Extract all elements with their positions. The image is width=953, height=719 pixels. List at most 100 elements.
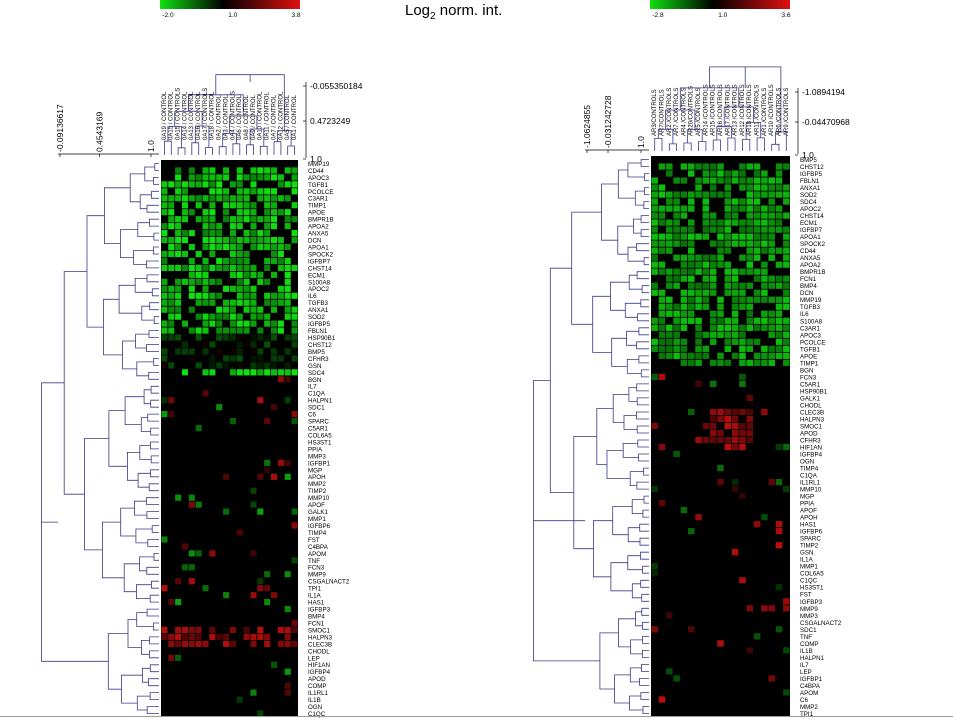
heatmap-cell	[680, 261, 688, 268]
gene-label: APOM	[800, 690, 818, 697]
dendrogram-branch	[642, 509, 649, 518]
heatmap-cell	[717, 303, 724, 310]
heatmap-cell	[658, 324, 666, 331]
heatmap-cell	[783, 296, 790, 303]
heatmap-cell	[223, 362, 230, 369]
dendrogram-branch	[153, 358, 159, 366]
heatmap-cell	[188, 292, 195, 299]
heatmap-cell	[651, 570, 658, 577]
gene-label: APOD	[308, 676, 326, 683]
heatmap-cell	[768, 478, 775, 486]
heatmap-cell	[731, 289, 739, 296]
heatmap-cell	[658, 219, 666, 226]
heatmap-cell	[277, 285, 284, 292]
heatmap-cell	[250, 174, 257, 181]
heatmap-cell	[257, 397, 264, 404]
heatmap-cell	[775, 626, 783, 633]
col-tree-scale-label: -0.04470968	[802, 117, 850, 127]
gene-label: SPARC	[308, 419, 329, 426]
heatmap-cell	[658, 345, 666, 352]
heatmap-cell	[250, 223, 257, 230]
heatmap-cell	[229, 418, 236, 425]
heatmap-cell	[761, 275, 768, 282]
gene-label: TIMP4	[800, 466, 819, 473]
heatmap-cell	[168, 264, 175, 271]
heatmap-cell	[651, 198, 658, 205]
heatmap-cell	[229, 320, 236, 327]
heatmap-cell	[175, 599, 182, 606]
heatmap-cell	[257, 243, 264, 251]
heatmap-cell	[783, 331, 790, 338]
heatmap-cell	[277, 174, 284, 181]
heatmap-cell	[783, 226, 790, 233]
heatmap-cell	[687, 170, 695, 177]
dendrogram-branch	[640, 551, 649, 560]
dendrogram-branch	[149, 218, 159, 227]
heatmap-cell	[651, 563, 658, 570]
heatmap-cell	[181, 188, 188, 195]
heatmap-cell	[731, 331, 739, 338]
heatmap-cell	[291, 236, 298, 244]
heatmap-cell	[761, 268, 768, 275]
heatmap-cell	[702, 436, 710, 444]
heatmap-cell	[223, 473, 230, 480]
heatmap-cell	[168, 306, 175, 313]
heatmap-cell	[168, 223, 175, 230]
gene-label: IGFBP4	[800, 451, 823, 458]
heatmap-cell	[651, 247, 658, 254]
heatmap-cell	[695, 163, 702, 170]
dendrogram-branch	[149, 302, 159, 311]
heatmap-cell	[291, 369, 298, 376]
heatmap-cell	[783, 345, 790, 352]
gene-label: IL1A	[308, 593, 322, 600]
heatmap-cell	[702, 303, 710, 310]
dendrogram-branch	[639, 537, 649, 546]
heatmap-cell	[277, 362, 284, 369]
heatmap-cell	[161, 292, 168, 299]
column-label: AR17 /CONTROLS	[725, 84, 731, 136]
gene-label: MMP2	[800, 704, 818, 711]
heatmap-cell	[651, 338, 658, 345]
heatmap-cell	[271, 404, 278, 411]
heatmap-cell	[175, 313, 182, 320]
heatmap-cell	[161, 362, 168, 369]
heatmap-cell	[229, 640, 236, 647]
heatmap-cell	[223, 257, 230, 265]
heatmap-cell	[216, 236, 223, 244]
heatmap-cell	[702, 282, 710, 289]
gene-label: OGN	[800, 459, 814, 466]
heatmap-cell	[731, 478, 739, 486]
heatmap-cell	[181, 320, 188, 327]
heatmap-cell	[746, 219, 754, 226]
row-tree-scale-label: 0.4543169	[95, 112, 105, 152]
heatmap-cell	[168, 236, 175, 244]
heatmap-cell	[702, 422, 710, 430]
heatmap-cell	[775, 324, 783, 331]
dendrogram-branch	[146, 274, 159, 283]
heatmap-cell	[702, 331, 710, 338]
heatmap-cell	[724, 240, 732, 247]
dendrogram-branch	[636, 411, 649, 420]
heatmap-cell	[739, 577, 746, 584]
heatmap-cell	[181, 278, 188, 285]
heatmap-cell	[666, 191, 673, 198]
heatmap-cell	[651, 177, 658, 184]
heatmap-cell	[666, 198, 673, 205]
heatmap-cell	[202, 585, 209, 592]
gene-label: IGFBP3	[800, 599, 823, 606]
heatmap-cell	[739, 443, 746, 451]
heatmap-cell	[775, 247, 783, 254]
heatmap-cell	[284, 285, 291, 292]
heatmap-cell	[195, 181, 202, 188]
heatmap-cell	[687, 226, 695, 233]
heatmap-cell	[775, 261, 783, 268]
gene-label: COMP	[308, 683, 327, 690]
heatmap-cell	[209, 278, 216, 285]
col-tree-scale-label: -0.055350184	[310, 81, 363, 91]
heatmap-cell	[236, 257, 243, 265]
dendrogram-branch	[643, 467, 649, 476]
heatmap-cell	[739, 373, 746, 380]
heatmap-cell	[658, 338, 666, 345]
dendrogram-branch	[643, 257, 649, 266]
heatmap-cell	[257, 167, 264, 174]
